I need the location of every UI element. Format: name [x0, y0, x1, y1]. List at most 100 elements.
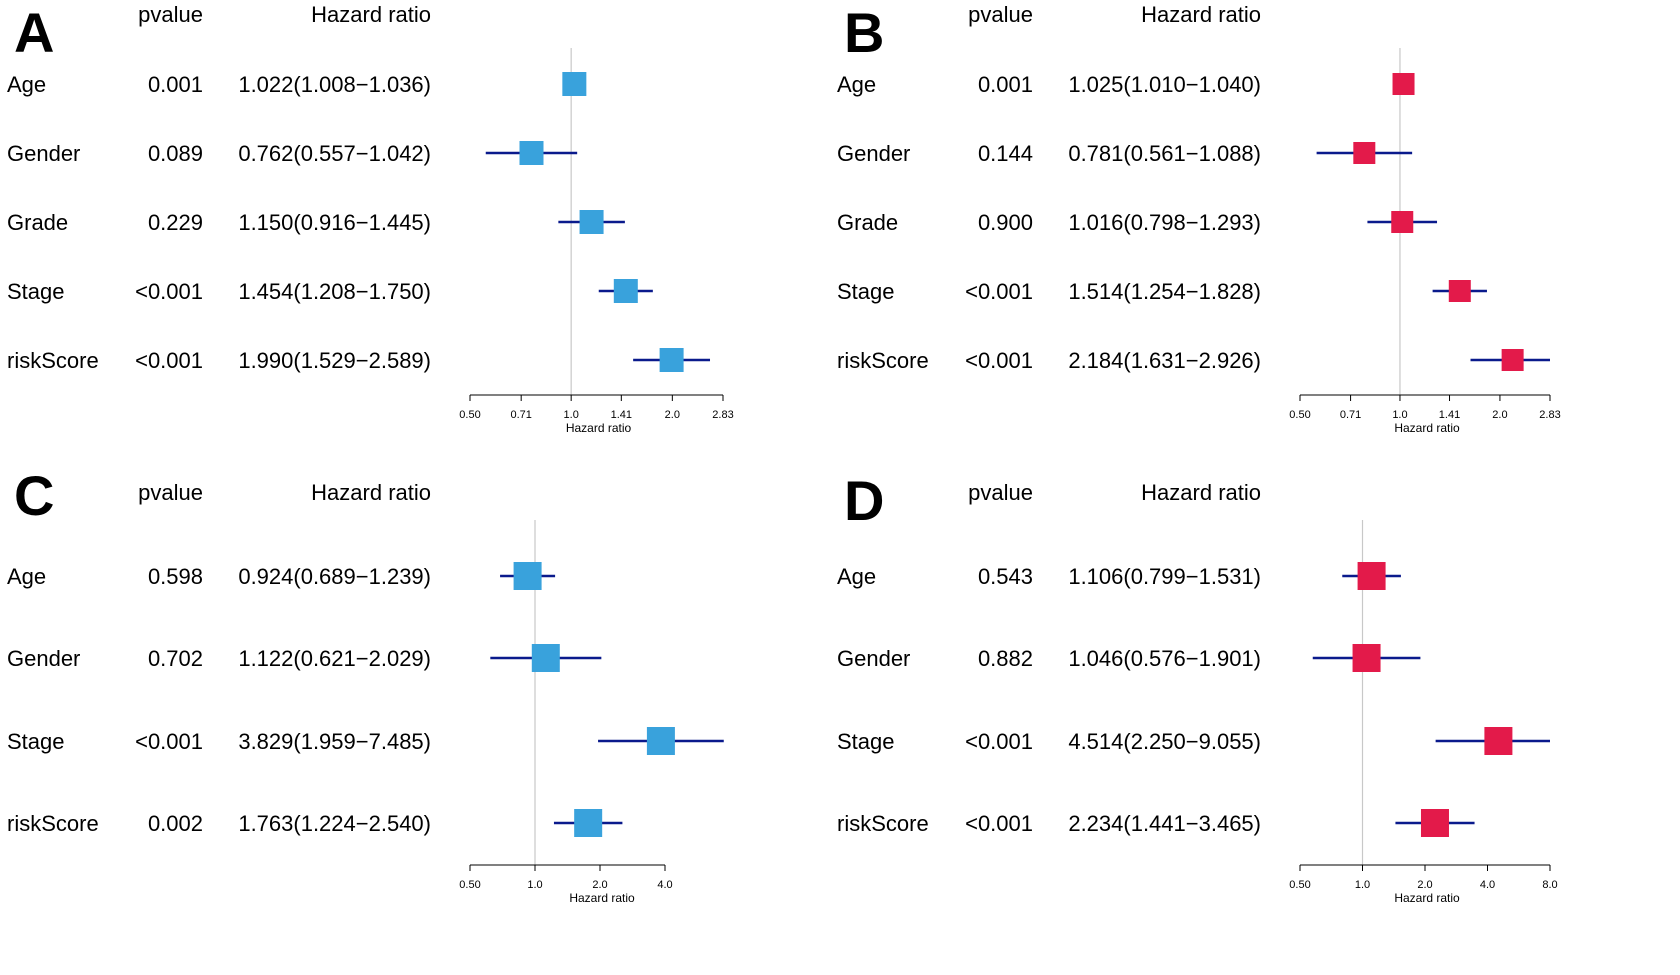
- row-label: Stage: [7, 279, 65, 304]
- row-label: riskScore: [837, 348, 929, 373]
- x-tick-label: 1.41: [1439, 409, 1460, 421]
- hr-point-box: [1353, 142, 1376, 164]
- row-pvalue: 0.089: [148, 141, 203, 166]
- hr-point-box: [574, 809, 603, 837]
- pvalue-header: pvalue: [138, 2, 203, 27]
- row-label: riskScore: [7, 811, 99, 836]
- row-hr-text: 1.016(0.798−1.293): [1068, 210, 1261, 235]
- hr-point-box: [1392, 73, 1415, 95]
- x-tick-label: 1.41: [611, 409, 632, 421]
- row-label: Stage: [837, 279, 895, 304]
- row-hr-text: 0.924(0.689−1.239): [238, 564, 431, 589]
- x-tick-label: 1.0: [1355, 879, 1370, 891]
- x-axis-label: Hazard ratio: [569, 891, 635, 905]
- row-pvalue: 0.882: [978, 646, 1033, 671]
- row-hr-text: 0.762(0.557−1.042): [238, 141, 431, 166]
- hazard-ratio-header: Hazard ratio: [1141, 2, 1261, 27]
- row-hr-text: 4.514(2.250−9.055): [1068, 729, 1261, 754]
- x-tick-label: 2.0: [1417, 879, 1432, 891]
- row-pvalue: 0.598: [148, 564, 203, 589]
- hr-point-box: [579, 210, 604, 234]
- panel-letter: B: [844, 1, 884, 64]
- pvalue-header: pvalue: [968, 480, 1033, 505]
- hr-point-box: [531, 644, 560, 672]
- x-tick-label: 4.0: [1480, 879, 1495, 891]
- row-hr-text: 2.184(1.631−2.926): [1068, 348, 1261, 373]
- x-tick-label: 0.50: [1289, 409, 1310, 421]
- row-pvalue: <0.001: [135, 729, 203, 754]
- row-label: Stage: [837, 729, 895, 754]
- hr-point-box: [1484, 727, 1513, 755]
- row-hr-text: 0.781(0.561−1.088): [1068, 141, 1261, 166]
- x-tick-label: 0.71: [1340, 409, 1361, 421]
- row-label: Age: [837, 564, 876, 589]
- hr-point-box: [646, 727, 675, 755]
- row-pvalue: <0.001: [135, 279, 203, 304]
- x-tick-label: 8.0: [1542, 879, 1557, 891]
- row-label: Gender: [837, 141, 910, 166]
- hr-point-box: [513, 562, 542, 590]
- row-pvalue: 0.900: [978, 210, 1033, 235]
- row-pvalue: <0.001: [135, 348, 203, 373]
- row-hr-text: 2.234(1.441−3.465): [1068, 811, 1261, 836]
- panel-letter: C: [14, 464, 54, 527]
- row-pvalue: 0.229: [148, 210, 203, 235]
- row-hr-text: 1.106(0.799−1.531): [1068, 564, 1261, 589]
- row-label: Age: [7, 72, 46, 97]
- row-hr-text: 1.022(1.008−1.036): [238, 72, 431, 97]
- x-tick-label: 1.0: [527, 879, 542, 891]
- row-hr-text: 1.454(1.208−1.750): [238, 279, 431, 304]
- hazard-ratio-header: Hazard ratio: [311, 480, 431, 505]
- pvalue-header: pvalue: [138, 480, 203, 505]
- x-tick-label: 1.0: [1392, 409, 1407, 421]
- row-pvalue: 0.001: [148, 72, 203, 97]
- row-pvalue: <0.001: [965, 729, 1033, 754]
- row-hr-text: 1.514(1.254−1.828): [1068, 279, 1261, 304]
- row-hr-text: 1.122(0.621−2.029): [238, 646, 431, 671]
- x-axis-label: Hazard ratio: [1394, 421, 1460, 435]
- hr-point-box: [519, 141, 544, 165]
- row-label: Stage: [7, 729, 65, 754]
- panel-letter: D: [844, 469, 884, 532]
- row-hr-text: 1.025(1.010−1.040): [1068, 72, 1261, 97]
- row-pvalue: 0.002: [148, 811, 203, 836]
- hazard-ratio-header: Hazard ratio: [1141, 480, 1261, 505]
- hr-point-box: [1391, 211, 1414, 233]
- row-label: Gender: [837, 646, 910, 671]
- row-hr-text: 1.046(0.576−1.901): [1068, 646, 1261, 671]
- row-label: Gender: [7, 141, 80, 166]
- row-pvalue: 0.702: [148, 646, 203, 671]
- hr-point-box: [659, 348, 684, 372]
- x-tick-label: 0.50: [1289, 879, 1310, 891]
- x-tick-label: 2.83: [712, 409, 733, 421]
- hr-point-box: [1420, 809, 1449, 837]
- hr-point-box: [613, 279, 638, 303]
- row-pvalue: 0.001: [978, 72, 1033, 97]
- hr-point-box: [1501, 349, 1524, 371]
- row-label: riskScore: [7, 348, 99, 373]
- x-tick-label: 0.50: [459, 879, 480, 891]
- row-hr-text: 3.829(1.959−7.485): [238, 729, 431, 754]
- x-tick-label: 1.0: [564, 409, 579, 421]
- x-tick-label: 2.83: [1539, 409, 1560, 421]
- x-tick-label: 0.50: [459, 409, 480, 421]
- x-tick-label: 0.71: [510, 409, 531, 421]
- hr-point-box: [1352, 644, 1381, 672]
- x-axis-label: Hazard ratio: [566, 421, 632, 435]
- row-label: Gender: [7, 646, 80, 671]
- row-label: Age: [7, 564, 46, 589]
- x-tick-label: 2.0: [1492, 409, 1507, 421]
- row-label: Age: [837, 72, 876, 97]
- x-tick-label: 2.0: [592, 879, 607, 891]
- row-label: riskScore: [837, 811, 929, 836]
- x-tick-label: 2.0: [665, 409, 680, 421]
- hazard-ratio-header: Hazard ratio: [311, 2, 431, 27]
- hr-point-box: [562, 72, 587, 96]
- row-pvalue: 0.144: [978, 141, 1033, 166]
- row-pvalue: <0.001: [965, 348, 1033, 373]
- row-hr-text: 1.990(1.529−2.589): [238, 348, 431, 373]
